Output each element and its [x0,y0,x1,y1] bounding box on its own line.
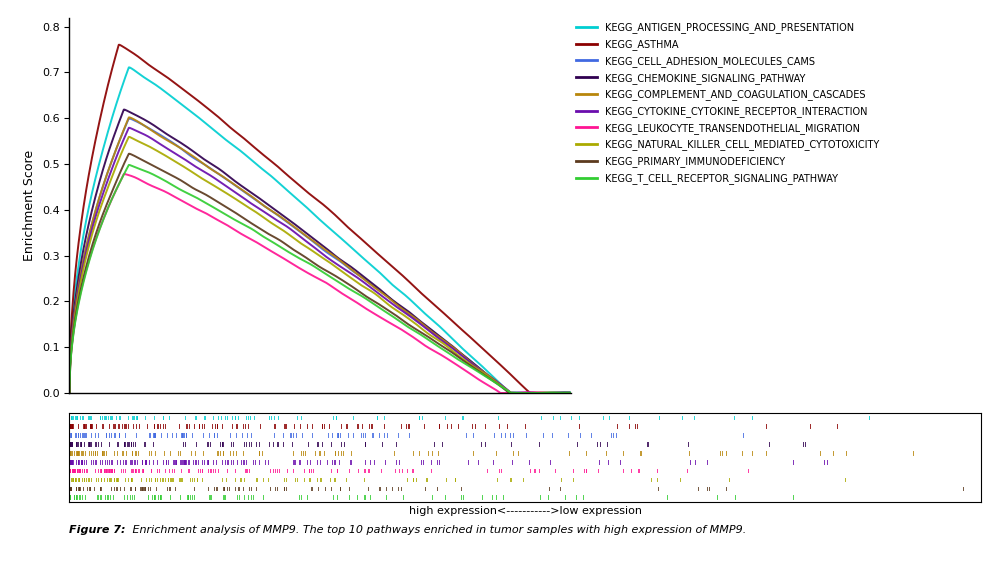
Text: Enrichment analysis of MMP9. The top 10 pathways enriched in tumor samples with : Enrichment analysis of MMP9. The top 10 … [129,525,746,535]
Text: Figure 7:: Figure 7: [69,525,130,535]
Y-axis label: Enrichment Score: Enrichment Score [24,150,37,261]
Legend: KEGG_ANTIGEN_PROCESSING_AND_PRESENTATION, KEGG_ASTHMA, KEGG_CELL_ADHESION_MOLECU: KEGG_ANTIGEN_PROCESSING_AND_PRESENTATION… [576,22,879,184]
X-axis label: high expression<----------->low expression: high expression<----------->low expressi… [408,506,642,516]
